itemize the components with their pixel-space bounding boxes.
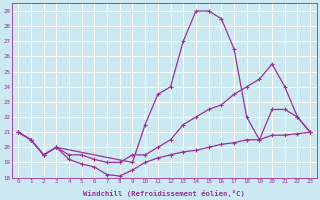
X-axis label: Windchill (Refroidissement éolien,°C): Windchill (Refroidissement éolien,°C) [83,190,245,197]
